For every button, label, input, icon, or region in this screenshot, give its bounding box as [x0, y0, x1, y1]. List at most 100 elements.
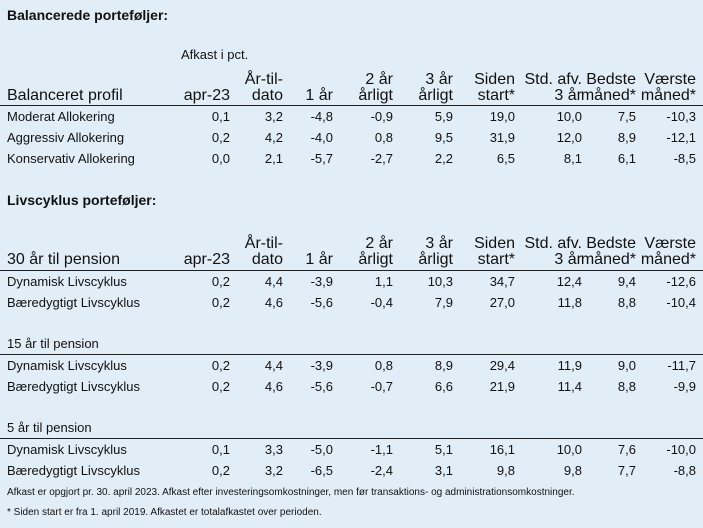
- group-rule: [0, 438, 703, 439]
- row-name: Dynamisk Livscyklus: [7, 274, 127, 289]
- row-name: Bæredygtigt Livscyklus: [7, 463, 140, 478]
- row-value: 11,4: [557, 379, 582, 394]
- column-header: 2 år årligt: [358, 235, 393, 268]
- row-value: -10,3: [666, 109, 696, 124]
- column-header: År-til- dato: [244, 71, 283, 104]
- row-value: 8,9: [434, 358, 453, 373]
- row-value: 0,1: [211, 109, 230, 124]
- row-name: Bæredygtigt Livscyklus: [7, 295, 140, 310]
- table-row: Dynamisk Livscyklus 0,2 4,4 -3,9 0,8 8,9 29,4 1…: [0, 355, 703, 376]
- row-value: 0,2: [211, 379, 230, 394]
- footnote-1: Afkast er opgjort pr. 30. april 2023. Af…: [7, 487, 575, 498]
- row-value: 10,3: [427, 274, 453, 289]
- row-value: -0,9: [370, 109, 393, 124]
- group-label: 5 år til pension: [7, 420, 92, 435]
- group-rule: [0, 354, 703, 355]
- row-value: 7,5: [617, 109, 636, 124]
- row-value: 7,7: [617, 463, 636, 478]
- table-row: Bæredygtigt Livscyklus 0,2 3,2 -6,5 -2,4 3,1 9…: [0, 460, 703, 481]
- column-header: 1 år: [305, 87, 333, 104]
- row-value: 10,0: [556, 442, 582, 457]
- row-value: -11,7: [667, 358, 696, 373]
- row-name: Konservativ Allokering: [7, 151, 135, 166]
- row-value: -8,5: [673, 151, 696, 166]
- column-header: 3 år årligt: [418, 71, 453, 104]
- row-value: 9,8: [563, 463, 582, 478]
- row-name: Aggressiv Allokering: [7, 130, 125, 145]
- column-header: Værste måned*: [640, 235, 696, 268]
- row-value: 4,4: [264, 358, 283, 373]
- row-value: 3,2: [264, 463, 283, 478]
- column-header: Std. afv. 3 år: [524, 71, 582, 104]
- row-value: 0,2: [211, 274, 230, 289]
- row-value: 9,8: [496, 463, 515, 478]
- row-name: Bæredygtigt Livscyklus: [7, 379, 140, 394]
- row-value: 0,0: [211, 151, 230, 166]
- row-value: 9,0: [617, 358, 636, 373]
- column-header: Bedste måned*: [580, 71, 636, 104]
- row-value: 1,1: [374, 274, 393, 289]
- row-name: Dynamisk Livscyklus: [7, 442, 127, 457]
- row-value: 5,1: [434, 442, 453, 457]
- row-value: -3,9: [310, 358, 333, 373]
- row-value: 34,7: [489, 274, 515, 289]
- row-value: 29,4: [489, 358, 515, 373]
- column-header: Siden start*: [474, 71, 515, 104]
- row-value: -5,6: [310, 295, 333, 310]
- row-value: 10,0: [556, 109, 582, 124]
- row-value: 9,5: [434, 130, 453, 145]
- row-value: 11,8: [557, 295, 582, 310]
- column-header: apr-23: [183, 87, 230, 104]
- row-value: 7,9: [434, 295, 453, 310]
- row-value: 0,2: [211, 130, 230, 145]
- row-name: Moderat Allokering: [7, 109, 115, 124]
- row-value: -6,5: [310, 463, 333, 478]
- row-value: -10,0: [666, 442, 696, 457]
- section1-title: Balancerede porteføljer:: [7, 7, 169, 23]
- row-value: 2,1: [264, 151, 283, 166]
- row-value: -12,6: [666, 274, 696, 289]
- group-label: 15 år til pension: [7, 336, 99, 351]
- row-value: 8,8: [617, 295, 636, 310]
- afkast-label: Afkast i pct.: [181, 47, 249, 62]
- row-value: 31,9: [489, 130, 515, 145]
- section2-header: 30 år til pension apr-23 År-til- dato 1 år 2…: [0, 230, 703, 270]
- column-header: Std. afv. 3 år: [524, 235, 582, 268]
- section2-title: Livscyklus porteføljer:: [7, 192, 157, 208]
- row-value: 12,0: [556, 130, 582, 145]
- section1-header: Balanceret profil apr-23 År-til- dato 1 år…: [0, 66, 703, 106]
- row-value: 0,2: [211, 358, 230, 373]
- row-value: 0,2: [211, 463, 230, 478]
- row-value: 12,4: [556, 274, 582, 289]
- row-value: 3,3: [264, 442, 283, 457]
- row-value: -4,0: [310, 130, 333, 145]
- row-value: -4,8: [310, 109, 333, 124]
- row-value: 16,1: [489, 442, 515, 457]
- row-value: 6,5: [496, 151, 515, 166]
- row-value: 5,9: [434, 109, 453, 124]
- group-label: 30 år til pension: [7, 251, 120, 268]
- row-name: Dynamisk Livscyklus: [7, 358, 127, 373]
- row-value: -8,8: [673, 463, 696, 478]
- row-value: 4,4: [264, 274, 283, 289]
- row-value: -0,4: [370, 295, 393, 310]
- row-value: 8,9: [617, 130, 636, 145]
- row-value: 19,0: [489, 109, 515, 124]
- table-row: Aggressiv Allokering 0,2 4,2 -4,0 0,8 9,5 31,9…: [0, 127, 703, 148]
- column-header: År-til- dato: [244, 235, 283, 268]
- column-header: Bedste måned*: [580, 235, 636, 268]
- column-header: Siden start*: [474, 235, 515, 268]
- section1-header-rule: [0, 105, 703, 106]
- table-row: Bæredygtigt Livscyklus 0,2 4,6 -5,6 -0,4 7,9 2…: [0, 292, 703, 313]
- column-header: 2 år årligt: [358, 71, 393, 104]
- row-value: -2,4: [370, 463, 393, 478]
- table-row: Dynamisk Livscyklus 0,1 3,3 -5,0 -1,1 5,1 16,1…: [0, 439, 703, 460]
- row-value: 0,2: [211, 295, 230, 310]
- row-value: 4,2: [264, 130, 283, 145]
- row-value: -2,7: [370, 151, 393, 166]
- row-value: 7,6: [617, 442, 636, 457]
- group-rule: [0, 270, 703, 271]
- column-header: 1 år: [305, 251, 333, 268]
- row-value: -5,7: [310, 151, 333, 166]
- row-value: 8,8: [617, 379, 636, 394]
